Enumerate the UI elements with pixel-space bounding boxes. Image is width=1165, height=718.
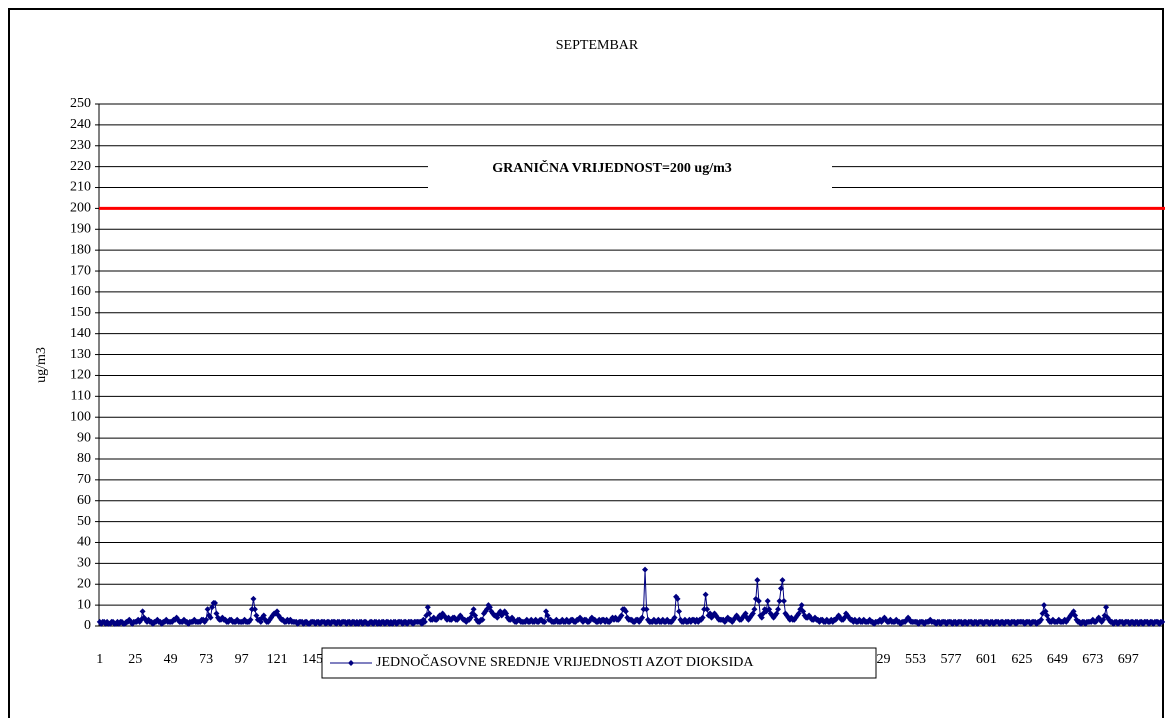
data-point xyxy=(622,608,629,615)
y-tick-label: 80 xyxy=(77,451,91,466)
threshold-label: GRANIČNA VRIJEDNOST=200 ug/m3 xyxy=(492,159,732,176)
y-tick-label: 190 xyxy=(70,221,91,236)
chart-border xyxy=(8,8,1164,718)
data-point xyxy=(704,606,711,613)
x-tick-label: 625 xyxy=(1011,652,1032,667)
y-tick-label: 200 xyxy=(70,201,91,216)
y-tick-label: 70 xyxy=(77,472,91,487)
data-point xyxy=(421,618,428,625)
data-point xyxy=(643,606,650,613)
x-tick-label: 145 xyxy=(302,652,323,667)
data-point xyxy=(139,608,146,615)
data-point xyxy=(250,595,257,602)
y-tick-label: 20 xyxy=(77,576,91,591)
y-tick-label: 90 xyxy=(77,430,91,445)
legend-marker xyxy=(348,660,354,666)
data-point xyxy=(212,600,219,607)
data-point xyxy=(204,606,211,613)
data-point xyxy=(702,591,709,598)
x-tick-label: 577 xyxy=(940,652,961,667)
y-tick-label: 110 xyxy=(71,389,91,404)
chart-title: SEPTEMBAR xyxy=(556,38,639,53)
y-tick-label: 120 xyxy=(70,368,91,383)
y-tick-label: 170 xyxy=(70,263,91,278)
data-point xyxy=(479,616,486,623)
data-point xyxy=(1038,616,1045,623)
y-tick-label: 150 xyxy=(70,305,91,320)
x-tick-label: 697 xyxy=(1118,652,1139,667)
data-point xyxy=(671,614,678,621)
y-tick-label: 250 xyxy=(70,96,91,111)
data-point xyxy=(676,608,683,615)
data-point xyxy=(251,606,258,613)
x-tick-label: 601 xyxy=(976,652,997,667)
data-point xyxy=(1041,602,1048,609)
y-tick-label: 10 xyxy=(77,597,91,612)
data-point xyxy=(755,597,762,604)
data-point xyxy=(674,595,681,602)
y-tick-label: 100 xyxy=(70,409,91,424)
x-tick-label: 73 xyxy=(199,652,213,667)
data-point xyxy=(618,612,625,619)
y-tick-label: 130 xyxy=(70,347,91,362)
threshold-label-bg xyxy=(428,150,832,188)
x-tick-label: 649 xyxy=(1047,652,1068,667)
data-point xyxy=(798,602,805,609)
y-tick-label: 240 xyxy=(70,117,91,132)
y-tick-label: 0 xyxy=(84,618,91,633)
x-tick-label: 1 xyxy=(96,652,103,667)
data-point xyxy=(424,604,431,611)
y-tick-label: 30 xyxy=(77,556,91,571)
y-axis-label: ug/m3 xyxy=(34,347,49,383)
y-tick-label: 140 xyxy=(70,326,91,341)
y-tick-label: 220 xyxy=(70,159,91,174)
y-tick-label: 40 xyxy=(77,535,91,550)
x-tick-label: 25 xyxy=(128,652,142,667)
data-point xyxy=(203,616,210,623)
data-point xyxy=(207,614,214,621)
legend-box xyxy=(321,647,877,679)
y-tick-label: 50 xyxy=(77,514,91,529)
x-tick-label: 97 xyxy=(235,652,249,667)
data-point xyxy=(751,606,758,613)
data-point xyxy=(699,614,706,621)
y-tick-label: 210 xyxy=(70,180,91,195)
data-point xyxy=(541,618,548,625)
y-tick-label: 160 xyxy=(70,284,91,299)
data-point xyxy=(764,597,771,604)
y-tick-label: 60 xyxy=(77,493,91,508)
legend-label: JEDNOČASOVNE SREDNJE VRIJEDNOSTI AZOT DI… xyxy=(376,653,754,670)
data-point xyxy=(779,577,786,584)
data-point xyxy=(642,566,649,573)
data-point xyxy=(470,606,477,613)
x-tick-label: 49 xyxy=(164,652,178,667)
data-point xyxy=(426,610,433,617)
data-point xyxy=(777,585,784,592)
data-point xyxy=(1103,604,1110,611)
data-point xyxy=(1159,618,1165,625)
y-tick-label: 230 xyxy=(70,138,91,153)
x-tick-label: 673 xyxy=(1082,652,1103,667)
data-point xyxy=(247,616,254,623)
data-point xyxy=(776,597,783,604)
y-tick-label: 180 xyxy=(70,242,91,257)
data-point xyxy=(639,614,646,621)
x-tick-label: 121 xyxy=(267,652,288,667)
x-tick-label: 553 xyxy=(905,652,926,667)
data-point xyxy=(754,577,761,584)
data-point xyxy=(775,606,782,613)
data-point xyxy=(780,597,787,604)
